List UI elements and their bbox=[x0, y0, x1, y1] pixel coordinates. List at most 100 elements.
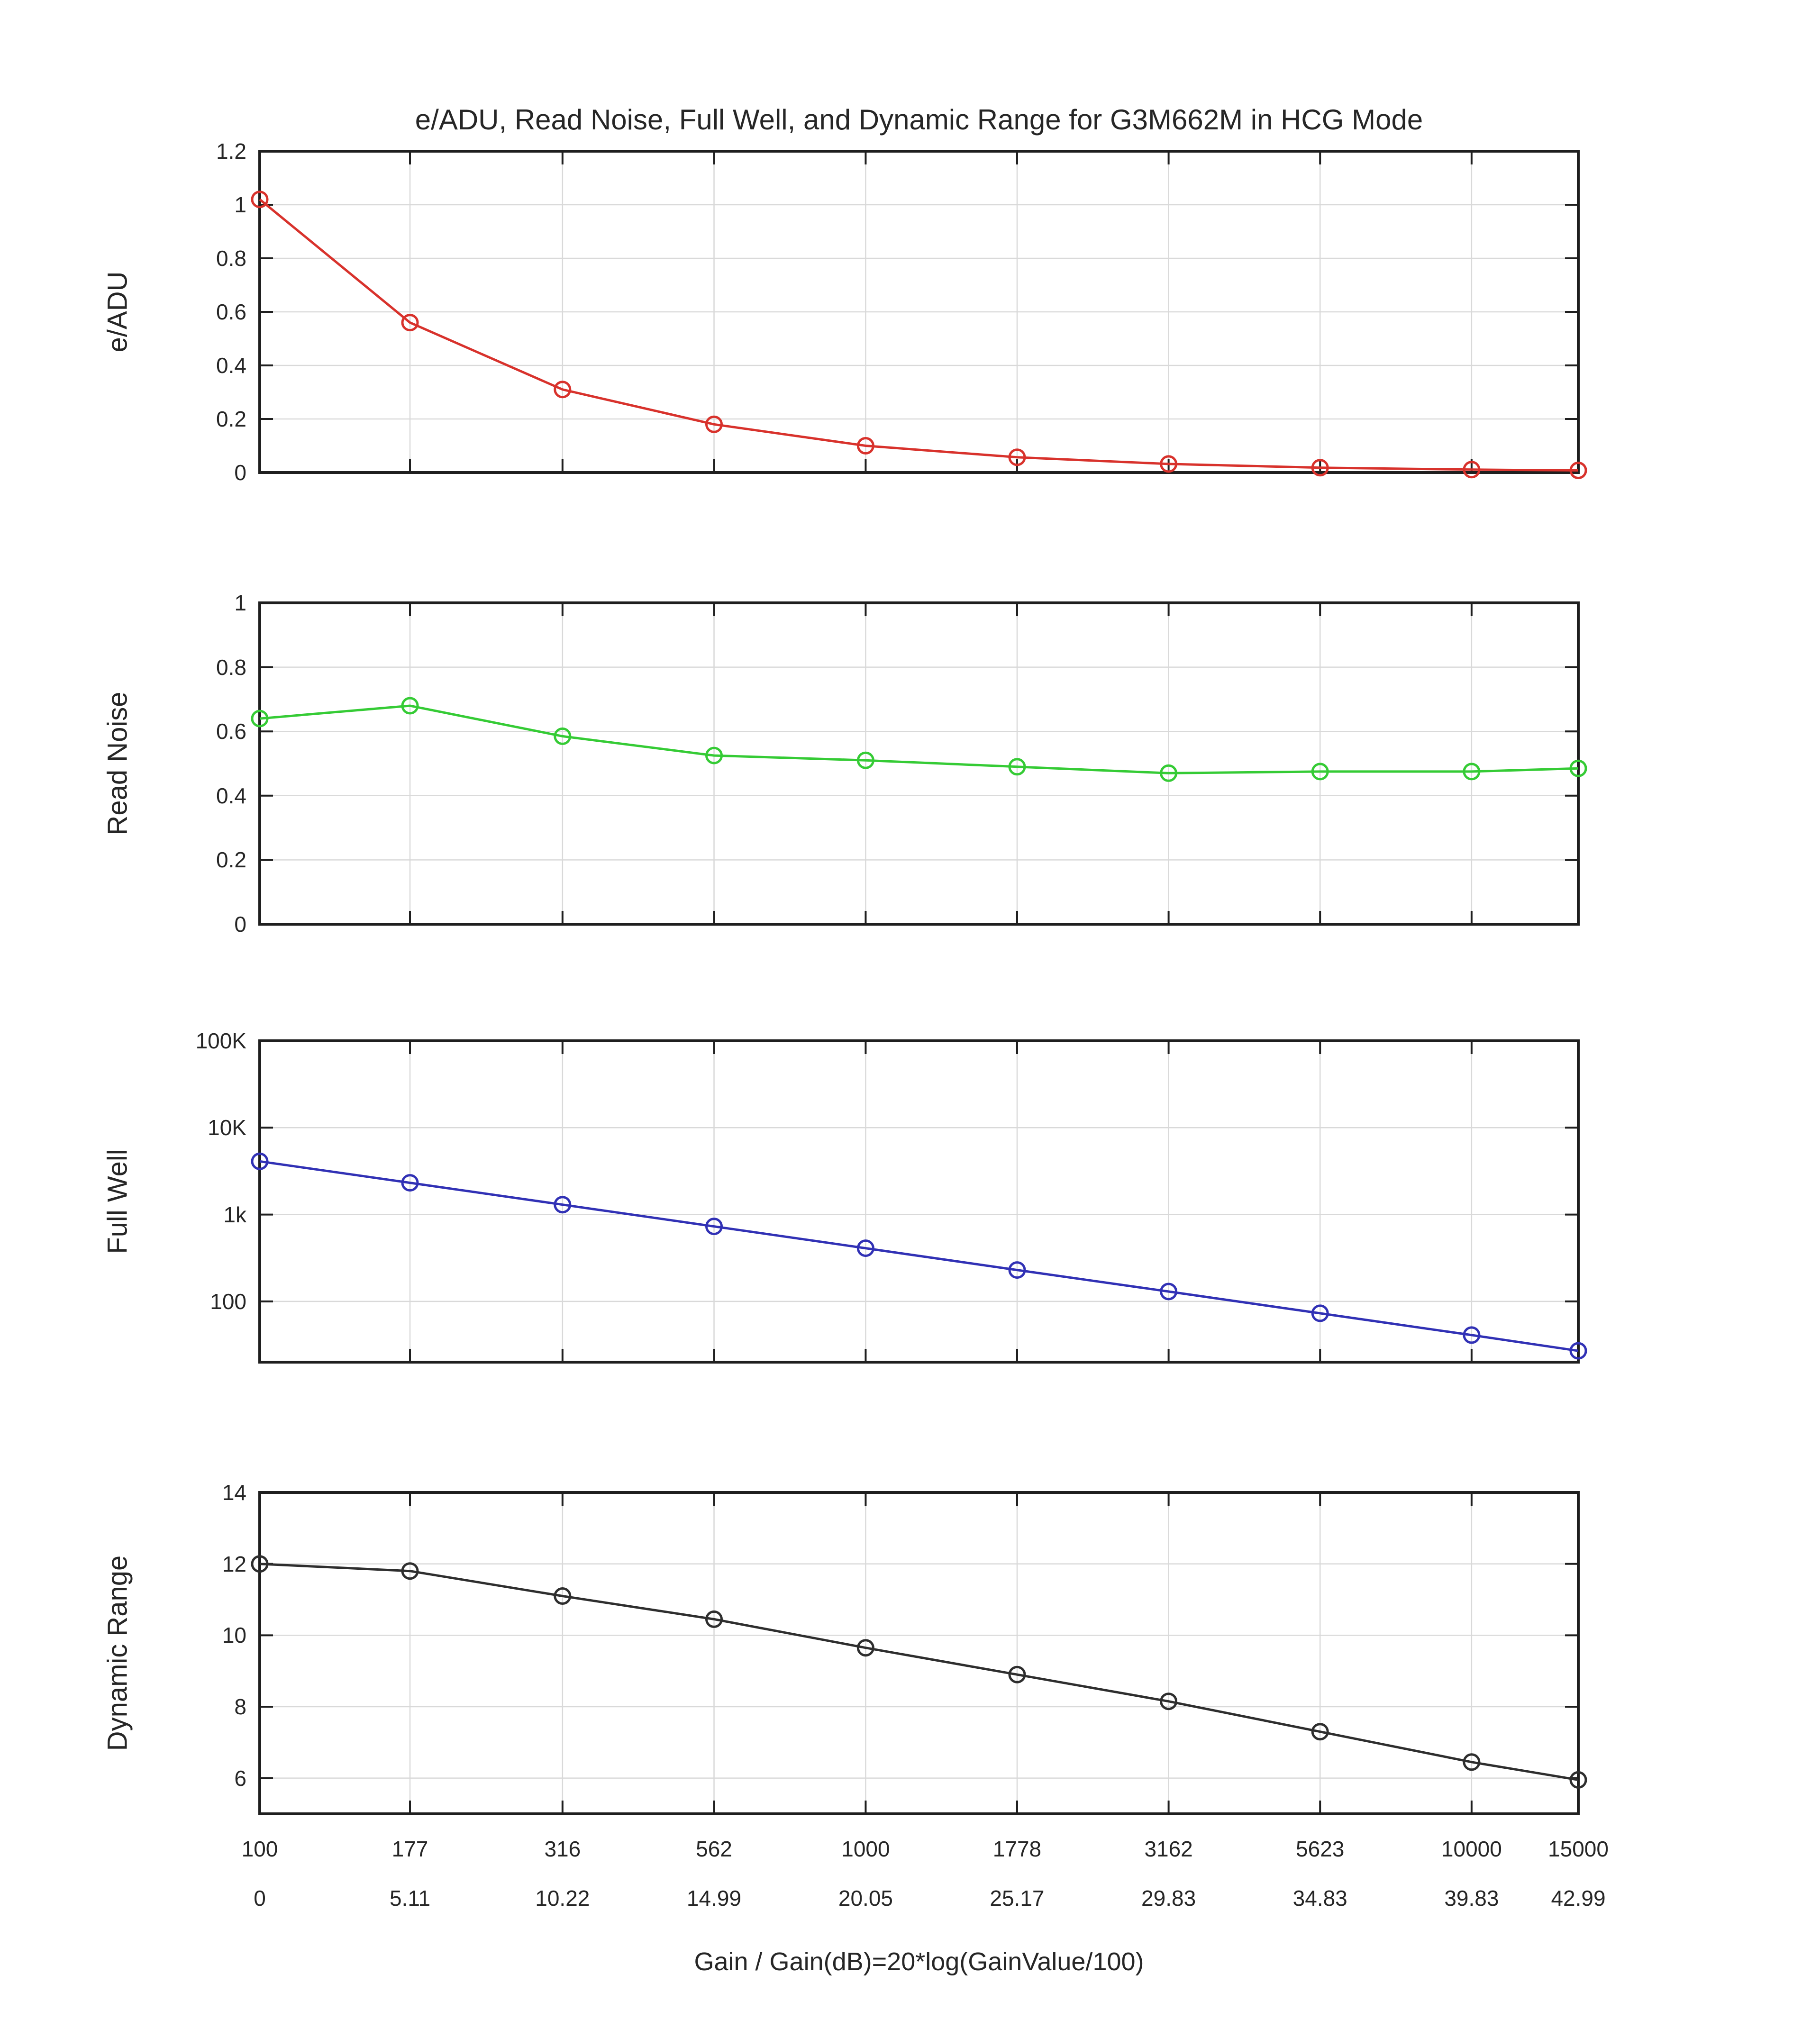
x-tick-label-db: 39.83 bbox=[1444, 1886, 1499, 1911]
data-point-marker bbox=[1463, 1326, 1481, 1344]
data-point-marker bbox=[1463, 763, 1481, 781]
y-tick-label: 1k bbox=[223, 1202, 246, 1227]
subplot-read-noise: Read Noise 0 0.2 0.4 0.6 0.8 1 bbox=[102, 592, 1587, 935]
y-tick-labels-read-noise: 0 0.2 0.4 0.6 0.8 1 bbox=[133, 592, 246, 935]
data-point-marker bbox=[554, 1196, 572, 1214]
y-tick-label: 0.8 bbox=[216, 246, 246, 271]
y-tick-label: 10K bbox=[208, 1115, 246, 1140]
y-tick-label: 0 bbox=[234, 912, 246, 937]
y-axis-label-read-noise: Read Noise bbox=[102, 691, 133, 836]
y-tick-label: 0.8 bbox=[216, 655, 246, 680]
x-tick-label-db: 42.99 bbox=[1551, 1886, 1606, 1911]
data-point-marker bbox=[554, 727, 572, 745]
x-tick-label-db: 10.22 bbox=[535, 1886, 590, 1911]
data-point-marker bbox=[251, 1152, 269, 1170]
y-axis-label-full-well: Full Well bbox=[102, 1149, 133, 1254]
plot-area-e-adu bbox=[251, 150, 1587, 479]
x-tick-label-gain: 562 bbox=[696, 1837, 732, 1861]
data-point-marker bbox=[554, 381, 572, 399]
y-tick-label: 10 bbox=[222, 1623, 246, 1648]
chart-title: e/ADU, Read Noise, Full Well, and Dynami… bbox=[415, 104, 1423, 136]
y-tick-label: 14 bbox=[222, 1480, 246, 1505]
x-tick-label-gain: 177 bbox=[391, 1837, 428, 1861]
x-tick-label-gain: 1000 bbox=[841, 1837, 890, 1861]
data-point-marker bbox=[1311, 763, 1329, 781]
data-point-marker bbox=[1569, 759, 1587, 777]
data-point-marker bbox=[1569, 1342, 1587, 1360]
y-tick-label: 1.2 bbox=[216, 139, 246, 164]
x-tick-label-gain: 316 bbox=[544, 1837, 581, 1861]
data-point-marker bbox=[401, 1174, 419, 1192]
y-tick-labels-dynamic-range: 6 8 10 12 14 bbox=[133, 1482, 246, 1814]
y-tick-label: 0.4 bbox=[216, 353, 246, 378]
x-tick-label-db: 34.83 bbox=[1292, 1886, 1347, 1911]
y-axis-label-dynamic-range: Dynamic Range bbox=[102, 1555, 133, 1751]
x-tick-label-db: 25.17 bbox=[990, 1886, 1045, 1911]
data-point-marker bbox=[251, 191, 269, 209]
data-point-marker bbox=[856, 437, 874, 455]
data-point-marker bbox=[705, 1610, 723, 1628]
x-tick-label-gain: 1778 bbox=[992, 1837, 1042, 1861]
x-tick-label-gain: 3162 bbox=[1144, 1837, 1193, 1861]
x-tick-label-db: 29.83 bbox=[1141, 1886, 1196, 1911]
y-tick-label: 0.6 bbox=[216, 719, 246, 744]
subplot-full-well: Full Well 100 1k 10K 100K bbox=[102, 1030, 1587, 1364]
x-tick-label-db: 0 bbox=[254, 1886, 266, 1911]
data-point-marker bbox=[1160, 1692, 1178, 1710]
plot-area-read-noise bbox=[251, 601, 1587, 926]
data-point-marker bbox=[705, 415, 723, 433]
y-tick-label: 6 bbox=[234, 1765, 246, 1791]
data-point-marker bbox=[856, 1239, 874, 1257]
y-tick-label: 1 bbox=[234, 591, 246, 615]
x-tick-label-gain: 10000 bbox=[1441, 1837, 1502, 1861]
data-point-marker bbox=[401, 697, 419, 715]
y-tick-label: 8 bbox=[234, 1694, 246, 1719]
y-tick-label: 100K bbox=[195, 1028, 246, 1053]
data-point-marker bbox=[251, 1555, 269, 1573]
series-line-1 bbox=[259, 704, 1579, 774]
y-tick-label: 0.4 bbox=[216, 783, 246, 808]
x-tick-label-db: 14.99 bbox=[686, 1886, 742, 1911]
y-tick-label: 1 bbox=[234, 192, 246, 217]
x-tick-label-gain: 100 bbox=[241, 1837, 278, 1861]
data-point-marker bbox=[1569, 1771, 1587, 1789]
x-axis-label: Gain / Gain(dB)=20*log(GainValue/100) bbox=[694, 1947, 1144, 1976]
y-tick-label: 12 bbox=[222, 1551, 246, 1576]
data-point-marker bbox=[856, 751, 874, 769]
series-line-3 bbox=[259, 1563, 1579, 1781]
x-tick-label-gain: 15000 bbox=[1548, 1837, 1609, 1861]
data-point-marker bbox=[1569, 462, 1587, 479]
data-point-marker bbox=[401, 314, 419, 332]
series-line-0 bbox=[259, 198, 1579, 472]
data-point-marker bbox=[705, 1218, 723, 1236]
subplot-dynamic-range: Dynamic Range 6 8 10 12 14 bbox=[102, 1482, 1587, 1815]
x-tick-labels-gain: 100 177 316 562 1000 1778 3162 5623 10000 15000 bbox=[242, 1837, 1609, 1866]
data-point-marker bbox=[1008, 1261, 1026, 1279]
data-point-marker bbox=[1311, 1723, 1329, 1741]
data-point-marker bbox=[1311, 1304, 1329, 1322]
y-tick-label: 0.2 bbox=[216, 407, 246, 431]
y-tick-labels-e-adu: 0 0.2 0.4 0.6 0.8 1 1.2 bbox=[133, 140, 246, 483]
y-tick-label: 100 bbox=[210, 1289, 246, 1314]
subplot-e-adu: e/ADU 0 0.2 0.4 0.6 0.8 1 1.2 bbox=[102, 140, 1587, 483]
data-point-marker bbox=[251, 710, 269, 728]
data-point-marker bbox=[1008, 1665, 1026, 1683]
data-point-marker bbox=[1463, 461, 1481, 479]
y-tick-label: 0.2 bbox=[216, 847, 246, 873]
y-tick-labels-full-well: 100 1k 10K 100K bbox=[133, 1030, 246, 1362]
plot-area-full-well bbox=[251, 1039, 1587, 1364]
data-point-marker bbox=[401, 1562, 419, 1580]
series-line-2 bbox=[259, 1160, 1579, 1352]
data-point-marker bbox=[1008, 448, 1026, 466]
data-point-marker bbox=[705, 746, 723, 764]
data-point-marker bbox=[1160, 764, 1178, 782]
y-axis-label-e-adu: e/ADU bbox=[102, 271, 133, 353]
x-tick-labels-db: 0 5.11 10.22 14.99 20.05 25.17 29.83 34.83 39.83… bbox=[254, 1886, 1605, 1916]
data-point-marker bbox=[1463, 1753, 1481, 1771]
data-point-marker bbox=[856, 1639, 874, 1657]
data-point-marker bbox=[1311, 459, 1329, 477]
data-point-marker bbox=[1160, 1283, 1178, 1301]
x-tick-label-gain: 5623 bbox=[1296, 1837, 1345, 1861]
y-tick-label: 0.6 bbox=[216, 300, 246, 324]
